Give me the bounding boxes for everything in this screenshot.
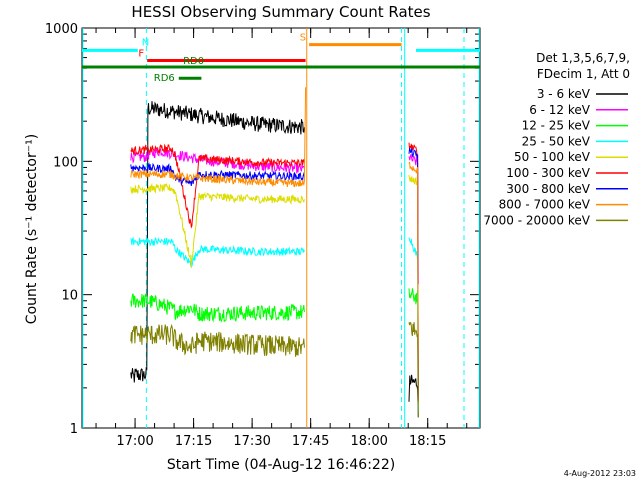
series-line-7 (130, 87, 307, 188)
series-line-6 (408, 148, 419, 401)
flag-label-n: N (142, 37, 149, 48)
x-tick-label: 18:00 (350, 434, 387, 449)
y-tick-label: 10 (61, 289, 78, 304)
series-line-8 (408, 321, 419, 418)
series-line-0 (408, 374, 419, 418)
series-line-5 (130, 143, 305, 229)
legend-label: 800 - 7000 keV (499, 198, 591, 212)
series-line-4 (130, 182, 305, 268)
legend-label: 100 - 300 keV (506, 166, 590, 180)
legend-label: 12 - 25 keV (522, 119, 591, 133)
y-axis-label: Count Rate (s⁻¹ detector⁻¹) (24, 134, 40, 324)
series-line-1 (408, 154, 419, 285)
timestamp: 4-Aug-2012 23:03 (564, 469, 636, 478)
plot-area: 1 10 100 1000 17:00 17:15 17:30 17:45 18:00 18:15… (45, 22, 481, 449)
chart-title: HESSI Observing Summary Count Rates (131, 3, 430, 21)
legend-header-line-1: Det 1,3,5,6,7,9, (536, 51, 630, 65)
legend-label: 7000 - 20000 keV (483, 213, 590, 227)
series-line-3 (130, 236, 305, 269)
x-tick-label: 17:30 (233, 434, 270, 449)
legend-header-line-2: FDecim 1, Att 0 (537, 67, 630, 81)
series-line-0 (130, 101, 305, 383)
flag-label-rd0: RD0 (183, 56, 204, 67)
flag-label-f: F (138, 49, 144, 60)
legend-label: 25 - 50 keV (522, 134, 591, 148)
x-axis-label: Start Time (04-Aug-12 16:46:22) (167, 457, 395, 473)
legend: Det 1,3,5,6,7,9, FDecim 1, Att 0 3 - 6 k… (483, 51, 630, 227)
legend-label: 300 - 800 keV (506, 182, 590, 196)
flag-label-s: S (300, 33, 306, 44)
y-tick-label: 1000 (45, 22, 78, 37)
series-line-3 (408, 237, 419, 413)
legend-label: 3 - 6 keV (537, 87, 591, 101)
series-line-5 (408, 142, 419, 398)
series-line-2 (408, 288, 419, 405)
axes-frame (81, 27, 481, 429)
y-tick-label: 100 (53, 155, 78, 170)
x-tick-label: 17:45 (292, 434, 329, 449)
y-tick-label: 1 (70, 422, 78, 437)
legend-label: 6 - 12 keV (529, 103, 591, 117)
legend-label: 50 - 100 keV (514, 150, 591, 164)
x-tick-label: 17:15 (175, 434, 212, 449)
series-line-2 (130, 293, 305, 323)
x-tick-label: 18:15 (409, 434, 446, 449)
series-line-8 (130, 323, 305, 357)
series-line-6 (130, 162, 305, 186)
series-line-4 (408, 174, 419, 405)
series-line-7 (408, 161, 419, 401)
flag-label-rd6: RD6 (154, 73, 175, 84)
x-tick-label: 17:00 (116, 434, 153, 449)
